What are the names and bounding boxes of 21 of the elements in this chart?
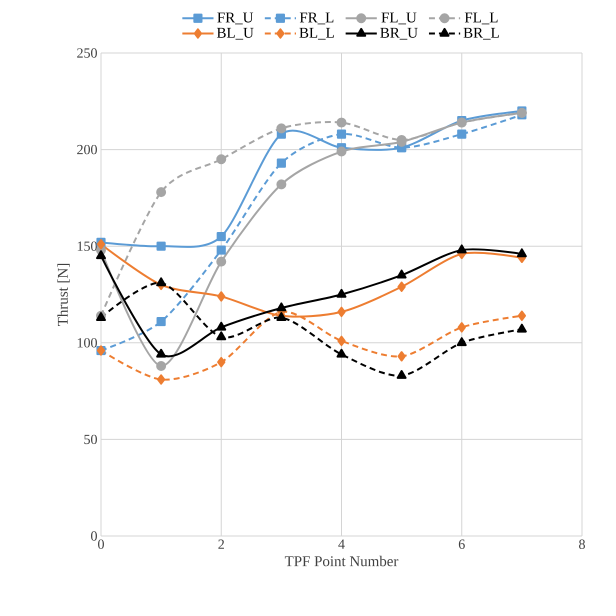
x-tick-label: 0 <box>98 540 104 549</box>
x-tick-label: 2 <box>218 540 224 549</box>
y-tick-label: 100 <box>78 338 97 348</box>
y-axis-title: Thrust [N] <box>57 264 70 326</box>
legend-label: FR_L <box>300 12 334 24</box>
y-tick-label: 150 <box>78 241 97 251</box>
x-axis-title: TPF Point Number <box>284 556 398 566</box>
y-tick-label: 250 <box>77 48 97 58</box>
x-tick-label: 4 <box>338 540 345 549</box>
y-tick-label: 200 <box>77 144 97 154</box>
legend-label: FL_U <box>381 12 416 24</box>
legend-label: BR_U <box>380 28 418 40</box>
legend-label: BR_L <box>464 28 499 40</box>
legend-label: BL_L <box>299 28 334 40</box>
x-tick-label: 8 <box>579 540 585 549</box>
legend-label: BL_U <box>216 28 254 40</box>
y-tick-label: 50 <box>84 434 97 444</box>
y-tick-label: 0 <box>91 531 97 541</box>
legend-label: FL_L <box>464 12 498 24</box>
x-tick-label: 6 <box>458 540 465 549</box>
legend-label: FR_U <box>217 12 254 24</box>
